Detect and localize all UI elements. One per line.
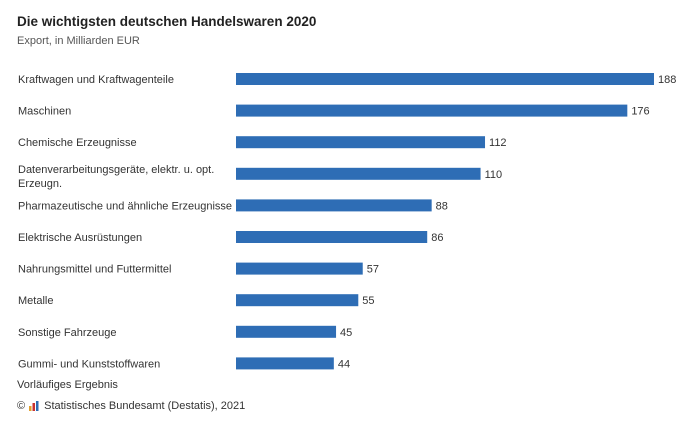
footnote: Vorläufiges Ergebnis (17, 379, 118, 391)
destatis-logo-icon (29, 401, 39, 411)
value-label: 86 (431, 232, 443, 244)
value-label: 57 (367, 264, 379, 276)
category-label: Sonstige Fahrzeuge (18, 327, 116, 339)
value-label: 55 (362, 295, 374, 307)
category-label: Gummi- und Kunststoffwaren (18, 358, 160, 370)
category-label: Metalle (18, 295, 53, 307)
bar (236, 73, 654, 85)
value-label: 45 (340, 327, 352, 339)
bar (236, 136, 486, 149)
chart-subtitle: Export, in Milliarden EUR (17, 35, 140, 47)
category-label: Chemische Erzeugnisse (18, 137, 137, 149)
bar (236, 294, 359, 307)
value-label: 88 (436, 200, 448, 212)
bar (236, 262, 363, 275)
bar (236, 167, 481, 180)
copyright-symbol: © (17, 400, 26, 412)
source-text: Statistisches Bundesamt (Destatis), 2021 (44, 400, 246, 412)
bar (236, 199, 432, 212)
category-label: Kraftwagen und Kraftwagenteile (18, 74, 174, 86)
value-label: 112 (489, 137, 507, 149)
bar (236, 231, 428, 243)
value-label: 188 (658, 74, 676, 86)
value-label: 110 (485, 169, 503, 181)
category-label: Datenverarbeitungsgeräte, elektr. u. opt… (18, 164, 214, 190)
bar (236, 357, 334, 370)
category-label: Pharmazeutische und ähnliche Erzeugnisse (18, 200, 232, 212)
category-label: Nahrungsmittel und Futtermittel (18, 264, 171, 276)
category-label: Maschinen (18, 106, 71, 118)
category-label: Elektrische Ausrüstungen (18, 232, 142, 244)
source-line: © Statistisches Bundesamt (Destatis), 20… (17, 400, 245, 412)
value-label: 44 (338, 358, 350, 370)
value-label: 176 (631, 106, 649, 118)
bar (236, 325, 337, 338)
bar (236, 104, 628, 117)
chart-title: Die wichtigsten deutschen Handelswaren 2… (17, 14, 317, 29)
